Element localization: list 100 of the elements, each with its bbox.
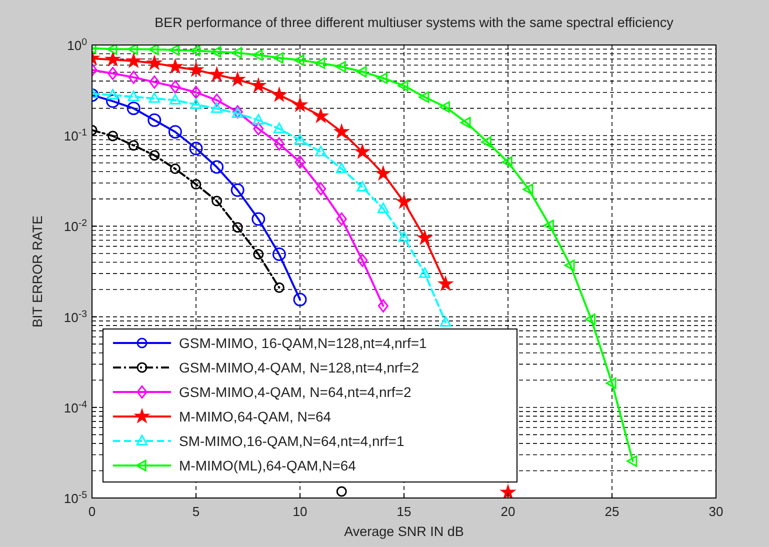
point	[274, 282, 284, 293]
x-tick-label: 30	[708, 504, 724, 519]
point	[336, 486, 347, 497]
point	[149, 75, 160, 89]
point	[274, 122, 285, 134]
point	[377, 72, 388, 84]
legend-label: M-MIMO,64-QAM, N=64	[179, 408, 332, 424]
point	[232, 222, 243, 233]
point	[252, 212, 266, 226]
point	[440, 316, 452, 327]
point	[314, 109, 328, 122]
point	[190, 45, 200, 56]
point	[398, 80, 408, 92]
point	[606, 377, 616, 389]
point	[438, 276, 452, 290]
point	[294, 155, 306, 169]
y-tick-label: 10$^{-2}$	[64, 218, 87, 234]
point	[335, 61, 346, 72]
point	[253, 122, 264, 136]
point	[230, 183, 244, 197]
point	[293, 98, 307, 111]
point	[231, 47, 242, 59]
point	[170, 164, 180, 174]
point	[585, 314, 596, 325]
point	[543, 220, 554, 232]
x-tick-label: 20	[500, 504, 516, 519]
point	[294, 54, 304, 66]
point	[168, 125, 182, 139]
point	[128, 90, 140, 102]
point	[315, 146, 326, 156]
point	[128, 140, 139, 151]
point	[230, 72, 244, 86]
point	[106, 45, 118, 55]
legend-label: SM-MIMO,16-QAM,N=64,nt=4,nrf=1	[179, 433, 404, 449]
point	[168, 60, 182, 73]
point	[189, 62, 203, 76]
point	[293, 292, 307, 306]
point	[272, 248, 286, 262]
point	[148, 92, 160, 103]
point	[211, 102, 222, 113]
point	[210, 68, 224, 81]
point	[357, 254, 368, 267]
point	[378, 202, 389, 214]
y-tick-label: 10$^{-1}$	[64, 127, 87, 144]
point	[148, 113, 162, 127]
point	[210, 160, 224, 174]
point	[107, 88, 118, 100]
x-tick-label: 5	[192, 504, 200, 519]
point	[148, 45, 159, 56]
point	[190, 86, 202, 99]
x-tick-label: 10	[292, 504, 308, 519]
legend-label: GSM-MIMO,4-QAM, N=64,nt=4,nrf=2	[179, 384, 412, 400]
point	[334, 124, 348, 138]
point	[274, 137, 284, 150]
y-axis-title: BIT ERROR RATE	[30, 215, 45, 328]
point	[253, 249, 264, 260]
point	[252, 114, 264, 125]
point	[418, 91, 430, 103]
point	[170, 80, 180, 94]
y-tick-label: 10$^{0}$	[67, 36, 88, 53]
point	[170, 94, 181, 105]
point	[190, 179, 202, 190]
point	[481, 136, 492, 148]
point	[419, 267, 430, 278]
point	[398, 231, 410, 242]
point	[356, 66, 367, 78]
x-tick-label: 15	[396, 504, 412, 519]
point	[626, 455, 638, 467]
point	[126, 102, 140, 116]
point	[126, 54, 140, 67]
point	[294, 134, 306, 145]
point	[272, 88, 286, 101]
point	[108, 66, 118, 80]
y-tick-label: 10$^{-5}$	[64, 490, 88, 506]
point	[316, 182, 326, 196]
x-axis-title: Average SNR IN dB	[344, 524, 464, 539]
point	[128, 70, 139, 84]
point	[212, 94, 222, 107]
point	[210, 46, 222, 58]
point	[502, 156, 512, 168]
point	[522, 184, 534, 196]
legend-label: GSM-MIMO, 16-QAM,N=128,nt=4,nrf=1	[179, 335, 428, 351]
point	[106, 94, 120, 108]
point	[376, 166, 390, 180]
legend-label: M-MIMO(ML),64-QAM,N=64	[179, 458, 356, 474]
point	[501, 485, 515, 498]
x-tick-label: 0	[88, 504, 96, 519]
point	[336, 162, 348, 174]
chart-title: BER performance of three different multiuser systems with the same spectral efficiency	[154, 15, 674, 30]
point	[356, 180, 368, 192]
point	[108, 130, 118, 142]
point	[356, 144, 370, 158]
point	[314, 57, 326, 69]
point	[212, 196, 222, 206]
point	[252, 78, 266, 92]
x-tick-label: 25	[604, 504, 620, 519]
point	[418, 231, 432, 244]
point	[460, 116, 471, 128]
point	[397, 194, 411, 208]
point	[439, 101, 450, 113]
